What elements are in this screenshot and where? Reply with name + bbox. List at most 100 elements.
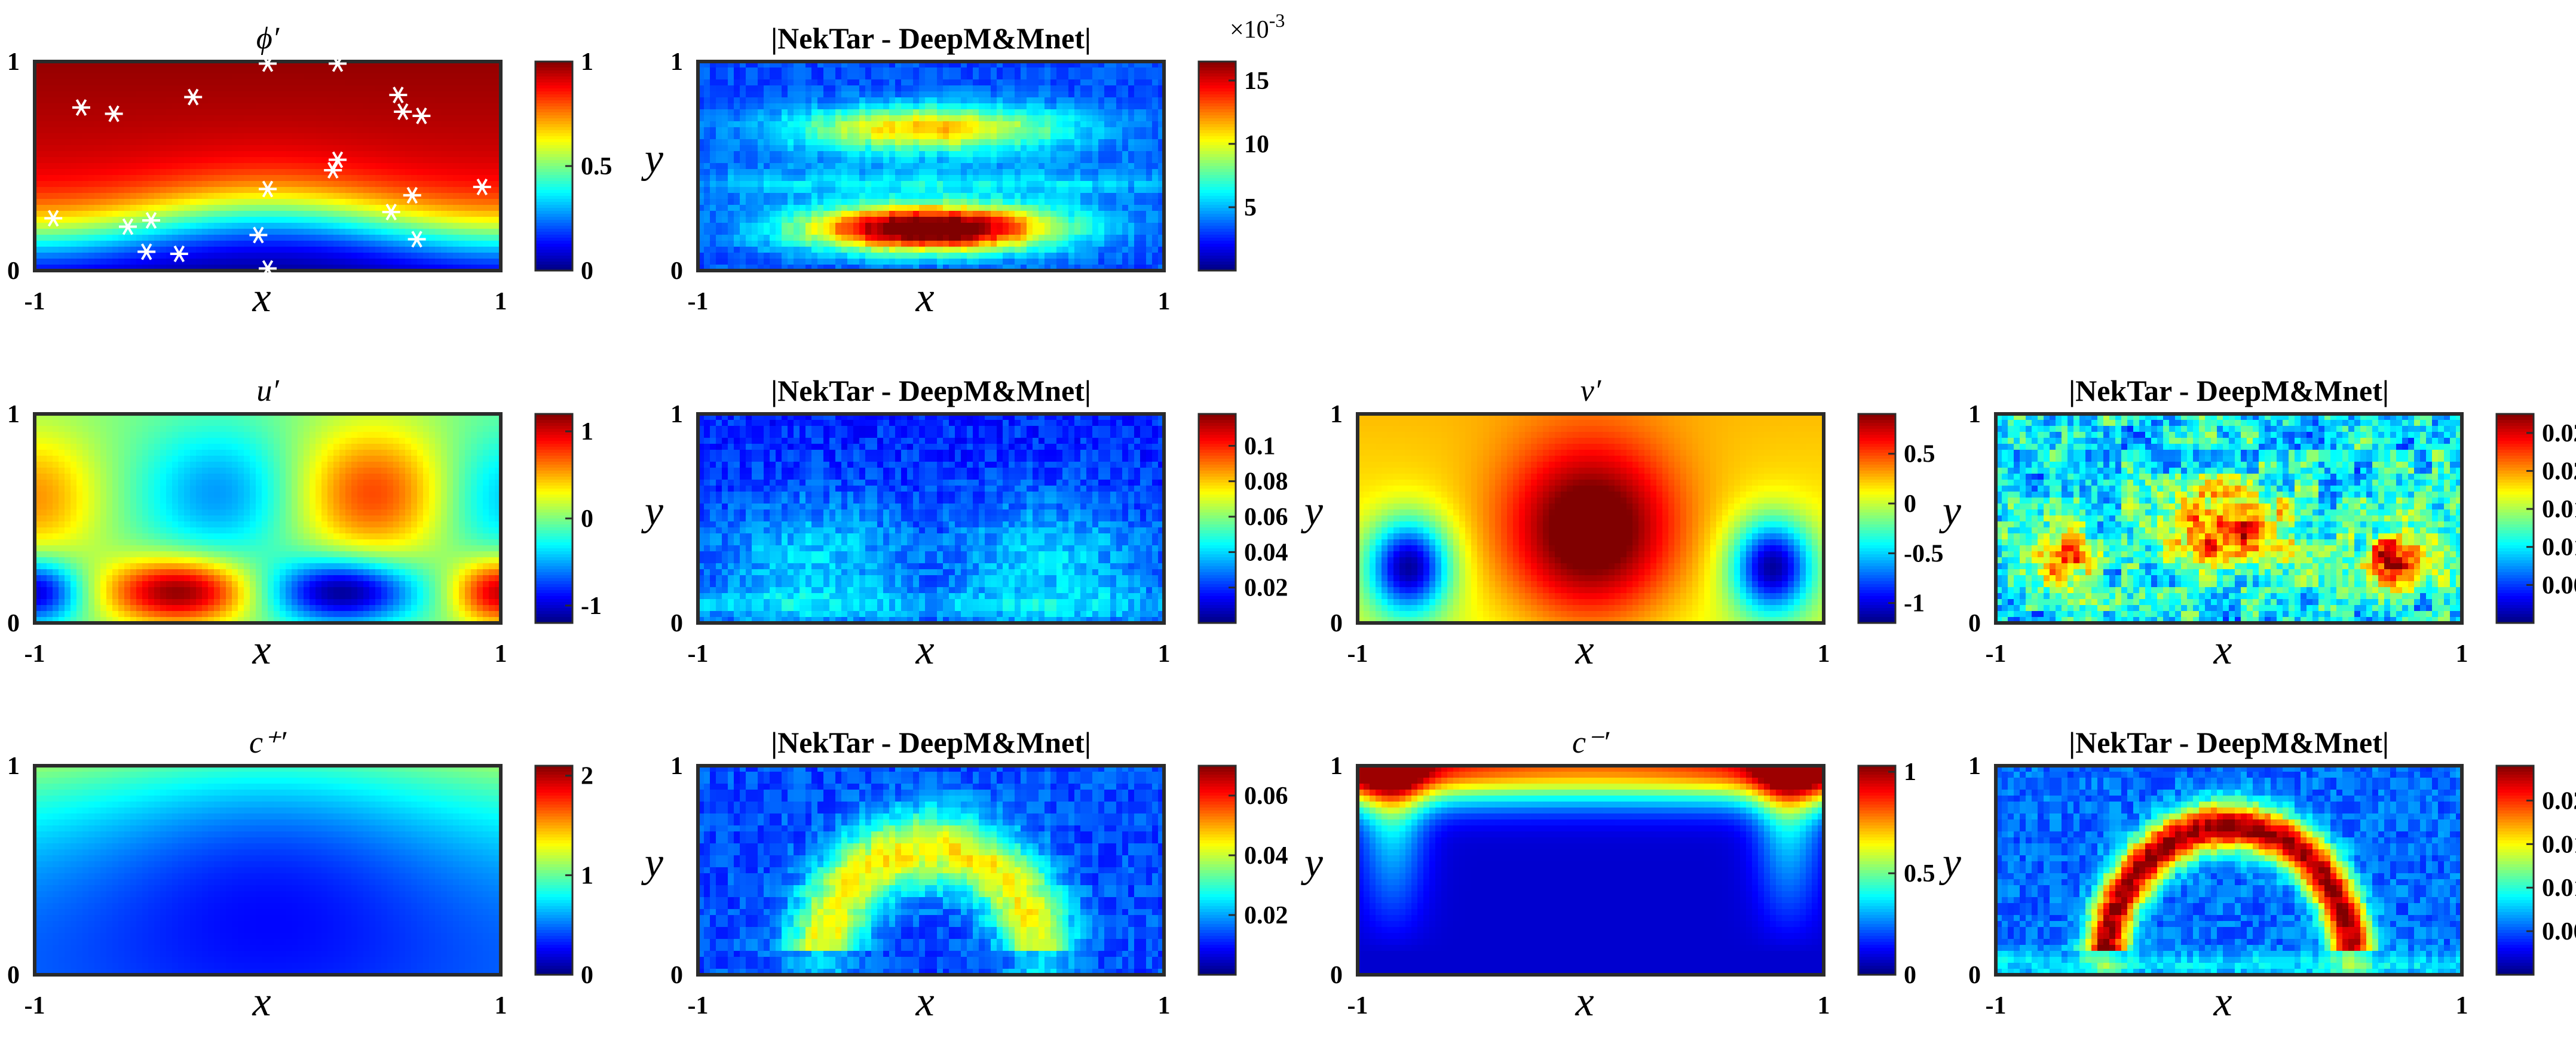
- heatmap-cell: [823, 67, 830, 74]
- heatmap-cell: [865, 211, 872, 217]
- heatmap-cell: [310, 79, 316, 86]
- heatmap-cell: [429, 175, 436, 182]
- heatmap-cell: [794, 211, 800, 217]
- heatmap-cell: [465, 211, 471, 217]
- heatmap-cell: [41, 259, 47, 265]
- heatmap-cell: [339, 91, 346, 98]
- heatmap-cell: [794, 67, 800, 74]
- heatmap-cell: [805, 157, 812, 164]
- heatmap-cell: [483, 67, 489, 74]
- heatmap-cell: [321, 175, 328, 182]
- heatmap-cell: [991, 199, 997, 205]
- heatmap-cell: [298, 145, 304, 152]
- heatmap-cell: [94, 115, 101, 122]
- heatmap-cell: [949, 241, 955, 247]
- heatmap-cell: [274, 253, 280, 259]
- heatmap-cell: [728, 259, 734, 265]
- heatmap-cell: [142, 109, 149, 116]
- heatmap-cell: [71, 253, 77, 259]
- heatmap-cell: [292, 223, 298, 229]
- heatmap-cell: [262, 115, 268, 122]
- heatmap-cell: [47, 97, 53, 104]
- heatmap-cell: [286, 145, 292, 152]
- heatmap-cell: [477, 97, 483, 104]
- heatmap-cell: [435, 151, 442, 158]
- heatmap-cell: [298, 253, 304, 259]
- heatmap-cell: [369, 223, 376, 229]
- heatmap-cell: [865, 199, 872, 205]
- heatmap-cell: [919, 223, 926, 229]
- heatmap-cell: [1003, 67, 1009, 74]
- heatmap-cell: [184, 157, 191, 164]
- heatmap-cell: [286, 121, 292, 128]
- colorbar-step: [535, 127, 572, 131]
- heatmap-cell: [220, 151, 226, 158]
- heatmap-cell: [250, 145, 256, 152]
- heatmap-cell: [489, 169, 495, 176]
- heatmap-cell: [752, 145, 758, 152]
- heatmap-cell: [913, 241, 920, 247]
- heatmap-cell: [76, 133, 83, 140]
- heatmap-cell: [1045, 187, 1051, 194]
- heatmap-cell: [357, 151, 364, 158]
- heatmap-cell: [800, 175, 806, 182]
- heatmap-cell: [369, 193, 376, 199]
- heatmap-cell: [979, 259, 985, 265]
- heatmap-cell: [1015, 145, 1021, 152]
- heatmap-cell: [405, 217, 412, 223]
- heatmap-cell: [829, 253, 836, 259]
- heatmap-cell: [883, 169, 890, 176]
- heatmap-cell: [800, 223, 806, 229]
- heatmap-cell: [286, 241, 292, 247]
- heatmap-cell: [351, 205, 358, 211]
- heatmap-cell: [411, 253, 418, 259]
- heatmap-cell: [172, 85, 179, 92]
- x-tick-label: 1: [495, 288, 507, 315]
- heatmap-cell: [883, 109, 890, 116]
- heatmap-cell: [393, 127, 400, 134]
- heatmap-cell: [286, 193, 292, 199]
- heatmap-cell: [429, 199, 436, 205]
- heatmap-cell: [250, 181, 256, 188]
- heatmap-cell: [919, 127, 926, 134]
- heatmap-cell: [835, 241, 842, 247]
- heatmap-cell: [88, 175, 95, 182]
- heatmap-cell: [375, 223, 382, 229]
- heatmap-cell: [937, 145, 944, 152]
- heatmap-cell: [465, 163, 471, 170]
- heatmap-cell: [417, 259, 424, 265]
- heatmap-cell: [925, 127, 932, 134]
- heatmap-cell: [919, 193, 926, 199]
- heatmap-cell: [112, 217, 119, 223]
- heatmap-cell: [722, 235, 728, 241]
- heatmap-cell: [220, 223, 226, 229]
- heatmap-cell: [369, 259, 376, 265]
- heatmap-cell: [937, 175, 944, 182]
- heatmap-cell: [202, 145, 209, 152]
- heatmap-cell: [112, 181, 119, 188]
- heatmap-cell: [190, 187, 197, 194]
- heatmap-cell: [41, 241, 47, 247]
- heatmap-cell: [955, 211, 961, 217]
- heatmap-cell: [82, 229, 89, 235]
- heatmap-cell: [292, 79, 298, 86]
- heatmap-cell: [943, 175, 949, 182]
- heatmap-cell: [53, 151, 59, 158]
- heatmap-cell: [256, 151, 262, 158]
- heatmap-cell: [770, 139, 776, 146]
- heatmap-cell: [877, 193, 884, 199]
- heatmap-cell: [292, 211, 298, 217]
- heatmap-cell: [184, 151, 191, 158]
- heatmap-cell: [88, 217, 95, 223]
- heatmap-cell: [286, 139, 292, 146]
- heatmap-cell: [321, 73, 328, 80]
- heatmap-cell: [387, 169, 394, 176]
- heatmap-cell: [106, 223, 113, 229]
- heatmap-cell: [770, 187, 776, 194]
- heatmap-cell: [274, 205, 280, 211]
- heatmap-cell: [841, 151, 848, 158]
- heatmap-cell: [1045, 259, 1051, 265]
- heatmap-cell: [722, 199, 728, 205]
- heatmap-cell: [722, 145, 728, 152]
- heatmap-cell: [997, 169, 1003, 176]
